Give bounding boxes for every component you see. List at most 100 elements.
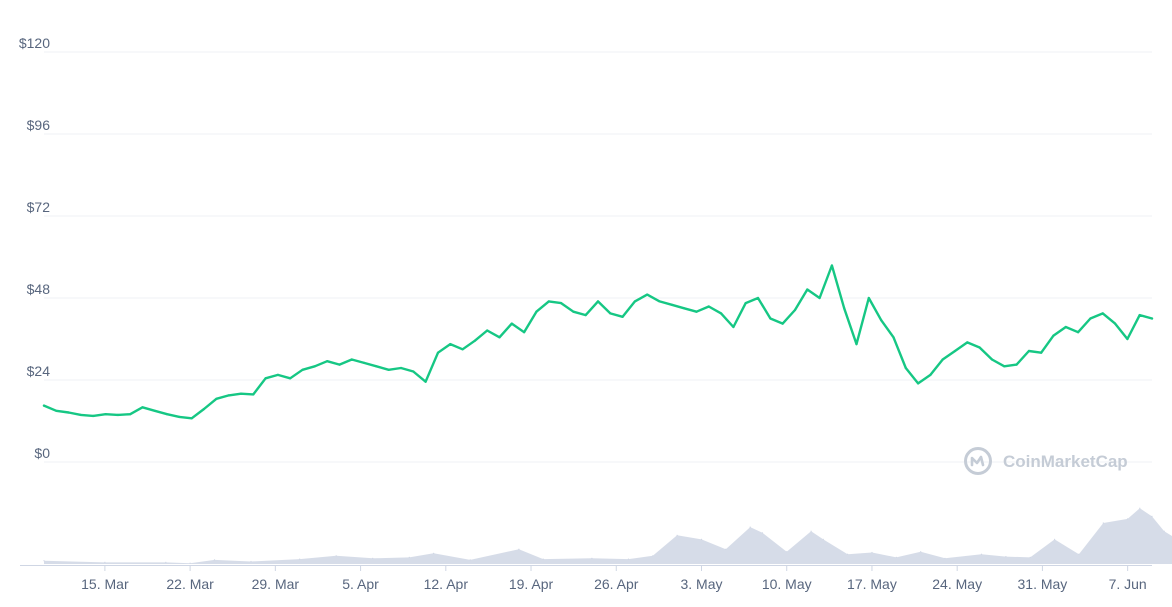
price-point (806, 288, 809, 291)
x-tick-label: 10. May (762, 576, 812, 592)
volume-point (1078, 553, 1080, 555)
price-point (387, 368, 390, 371)
price-point (104, 413, 107, 416)
price-point (953, 349, 957, 353)
price-point (116, 413, 119, 416)
y-tick-label: $24 (27, 363, 51, 379)
price-point (855, 343, 858, 346)
volume-point (189, 562, 191, 564)
price-point (744, 302, 747, 305)
price-point (215, 397, 218, 400)
volume-point (1102, 522, 1104, 524)
price-point (79, 413, 82, 416)
y-axis-labels: $0 $24 $48 $72 $96 $120 (19, 35, 50, 461)
price-point (141, 406, 144, 409)
price-point (301, 368, 304, 371)
price-line (42, 264, 1154, 420)
x-tick-label: 31. May (1018, 576, 1068, 592)
volume-point (895, 556, 897, 559)
price-point (670, 303, 674, 306)
y-gridlines (44, 51, 1152, 463)
price-point (584, 314, 587, 317)
volume-point (749, 526, 751, 528)
price-point (461, 348, 464, 351)
volume-point (408, 556, 410, 559)
price-point (1138, 314, 1141, 317)
price-point (276, 373, 279, 376)
price-point (42, 404, 46, 407)
price-point (264, 377, 267, 380)
volume-area (43, 507, 1172, 564)
price-point (867, 296, 870, 300)
volume-point (433, 552, 435, 554)
volume-point (1127, 518, 1129, 520)
price-point (153, 409, 156, 412)
price-point (633, 300, 637, 303)
price-point (289, 377, 292, 380)
volume-point (944, 557, 946, 559)
volume-point (822, 538, 824, 541)
price-point (399, 366, 403, 370)
price-point (67, 411, 70, 414)
price-point (560, 302, 563, 305)
volume-point (1163, 530, 1165, 532)
volume-point (518, 548, 520, 550)
price-point (326, 360, 329, 363)
volume-point (847, 553, 849, 555)
price-point (338, 363, 341, 366)
price-point (363, 361, 366, 364)
coinmarketcap-logo-icon (964, 447, 992, 475)
price-point (1064, 325, 1067, 329)
volume-point (1139, 507, 1141, 509)
price-point (929, 373, 932, 376)
price-point (202, 407, 206, 411)
price-point (769, 317, 772, 320)
price-point (547, 300, 550, 303)
price-point (880, 319, 883, 322)
price-point (1077, 331, 1080, 334)
price-point (375, 365, 378, 368)
price-point (350, 358, 353, 361)
price-point (892, 336, 895, 339)
price-point (720, 312, 723, 315)
price-point (621, 315, 624, 318)
volume-point (250, 560, 252, 563)
volume-point (871, 551, 873, 554)
price-point (510, 322, 513, 325)
price-point (596, 300, 600, 303)
price-point (1040, 351, 1043, 354)
volume-point (542, 558, 544, 560)
price-point (756, 296, 760, 300)
price-point (732, 325, 735, 329)
x-tick-label: 22. Mar (166, 576, 214, 592)
price-point (498, 336, 501, 339)
x-tick-label: 19. Apr (509, 576, 554, 592)
y-tick-label: $0 (34, 445, 50, 461)
price-point (941, 358, 944, 361)
price-point (239, 392, 243, 395)
volume-point (299, 558, 301, 560)
price-point (129, 413, 132, 416)
volume-point (213, 559, 216, 561)
x-tick-label: 12. Apr (424, 576, 469, 592)
price-point (781, 322, 784, 325)
price-point (424, 380, 427, 383)
price-point (978, 346, 981, 349)
price-point (190, 417, 193, 420)
price-point (683, 307, 686, 310)
price-point (843, 307, 846, 310)
volume-area-fill (44, 508, 1172, 564)
x-tick-label: 7. Jun (1109, 576, 1147, 592)
price-point (523, 331, 526, 334)
volume-point (43, 560, 45, 562)
price-point (313, 365, 316, 368)
price-point (990, 358, 994, 361)
price-point (92, 414, 95, 417)
x-axis: 15. Mar 22. Mar 29. Mar 5. Apr 12. Apr 19. Ap… (20, 565, 1152, 592)
price-point (609, 312, 612, 315)
price-point (646, 293, 649, 296)
volume-point (104, 561, 106, 564)
price-point (166, 413, 169, 416)
volume-point (676, 534, 678, 536)
